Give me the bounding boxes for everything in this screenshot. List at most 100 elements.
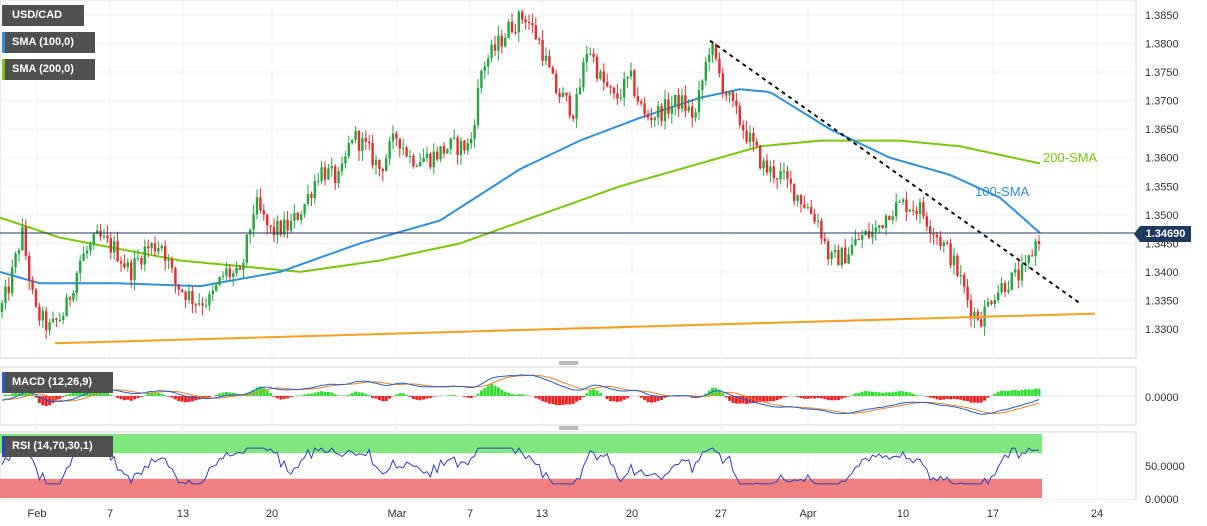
macd-histogram-bar [122,396,126,401]
candle-body [833,249,837,253]
macd-histogram-bar [969,396,973,403]
candle-body [657,106,660,118]
macd-histogram-bar [180,396,184,402]
macd-histogram-bar [177,396,181,402]
macd-histogram-bar [388,396,392,399]
macd-histogram-bar [303,394,307,396]
macd-histogram-bar [214,394,218,396]
legend-sma100[interactable]: SMA (100,0) [2,32,95,53]
x-tick-label: 7 [467,508,473,520]
macd-histogram-bar [520,394,524,396]
candle-body [150,243,153,249]
candle-body [41,311,44,321]
macd-histogram-bar [575,396,579,402]
candle-body [806,207,809,209]
macd-histogram-bar [405,394,409,396]
macd-histogram-bar [381,396,385,402]
macd-histogram-bar [830,396,834,401]
macd-histogram-bar [272,396,276,397]
candle-body [531,23,534,26]
candle-body [609,86,612,88]
x-tick-label: Mar [388,508,407,520]
candle-body [279,220,282,235]
x-axis-area [0,500,1136,526]
candle-body [925,216,928,227]
macd-histogram-bar [649,396,653,403]
macd-histogram-bar [68,393,72,396]
y-tick-label: 1.3800 [1145,39,1179,51]
macd-histogram-bar [231,392,235,396]
candle-body [320,167,323,181]
candle-body [187,291,191,300]
macd-histogram-bar [646,396,650,403]
candle-body [439,146,442,160]
macd-histogram-bar [65,394,69,396]
candle-body [0,303,4,312]
candle-body [697,90,701,113]
macd-histogram-bar [449,395,453,396]
candle-body [82,253,85,261]
candle-body [837,249,840,266]
macd-histogram-bar [609,396,613,402]
candle-body [262,210,265,215]
candle-body [527,22,531,24]
macd-histogram-bar [571,396,575,404]
macd-histogram-bar [7,394,11,396]
candle-body [963,275,966,287]
candle-body [459,140,463,156]
macd-histogram-bar [507,392,511,396]
candle-body [922,202,925,217]
candle-body [487,58,490,67]
candle-body [738,105,741,125]
macd-histogram-bar [819,396,823,399]
candle-body [701,80,704,91]
x-tick-label: 13 [177,508,189,520]
candle-body [490,44,493,59]
candle-body [748,132,752,142]
candle-body [704,61,707,81]
macd-histogram-bar [537,396,541,400]
candle-body [949,243,952,266]
candle-body [378,159,381,169]
candle-body [252,214,255,230]
candle-body [680,95,684,109]
macd-histogram-bar [966,396,970,402]
legend-sma200[interactable]: SMA (200,0) [2,59,95,80]
candle-body [116,241,119,262]
macd-histogram-bar [938,396,942,400]
pane-resize-handle-rsi[interactable] [559,426,578,430]
macd-histogram-bar [581,396,585,398]
macd-histogram-bar [184,396,188,403]
macd-histogram-bar [350,393,354,396]
candle-body [272,226,276,236]
macd-histogram-bar [952,396,956,400]
candle-body [918,202,922,214]
legend-macd[interactable]: MACD (12,26,9) [2,372,113,393]
candle-body [72,292,75,300]
pane-resize-handle-macd[interactable] [559,361,578,365]
candle-body [789,178,792,184]
macd-histogram-bar [510,393,514,396]
candle-body [908,209,911,212]
candle-body [544,55,548,61]
candle-body [276,220,279,236]
legend-rsi[interactable]: RSI (14,70,30,1) [2,436,113,457]
candle-body [470,138,473,144]
macd-histogram-bar [354,391,358,396]
candle-body [990,301,993,304]
macd-histogram-bar [612,396,616,402]
candle-body [1031,255,1034,257]
legend-symbol[interactable]: USD/CAD [2,5,84,26]
candle-body [986,301,990,307]
candle-body [228,268,231,277]
candle-body [255,197,259,215]
macd-histogram-bar [765,396,769,402]
candle-body [473,125,476,139]
macd-histogram-bar [479,390,483,396]
macd-histogram-bar [398,393,402,396]
macd-axis-label: 0.0000 [1145,392,1179,404]
candle-body [62,316,65,320]
macd-histogram-bar [129,396,133,401]
candle-body [952,255,956,266]
